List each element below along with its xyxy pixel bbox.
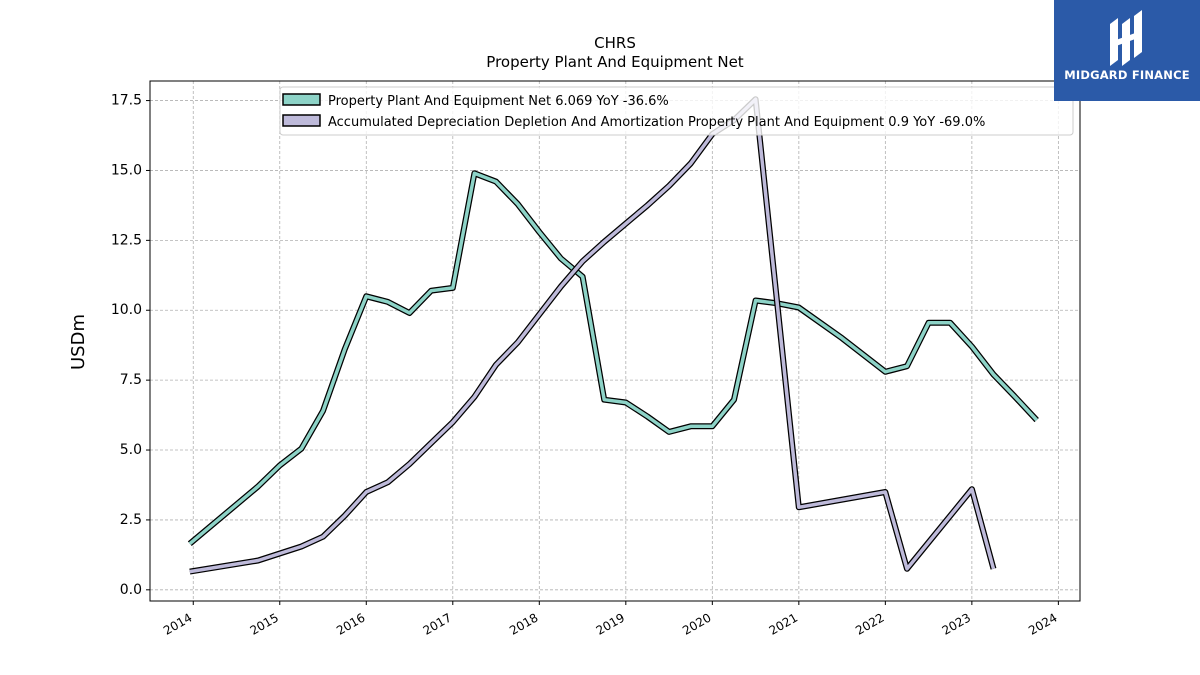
y-tick-label: 15.0	[111, 162, 142, 178]
legend-swatch-accumulated-depreciation	[282, 114, 321, 127]
x-tick-label: 2021	[767, 611, 800, 638]
y-tick-label: 5.0	[120, 442, 142, 458]
y-tick-label: 2.5	[120, 512, 142, 528]
midgard-finance-logo: MIDGARD FINANCE	[1054, 0, 1200, 101]
series-layer	[187, 96, 1039, 575]
series-line	[188, 171, 1038, 546]
legend-label-ppe: Property Plant And Equipment Net 6.069 Y…	[328, 94, 669, 109]
x-tick-label: 2018	[507, 611, 540, 638]
legend-label-accumulated-depreciation: Accumulated Depreciation Depletion And A…	[328, 115, 985, 130]
x-tick-label: 2017	[421, 611, 454, 638]
series-line	[189, 97, 996, 574]
y-tick-label: 12.5	[111, 232, 142, 248]
x-tick-label: 2014	[161, 611, 194, 638]
y-tick-label: 10.0	[111, 302, 142, 318]
y-tick-label: 0.0	[120, 582, 142, 598]
x-tick-label: 2023	[940, 611, 973, 638]
legend-swatch-ppe	[282, 93, 321, 106]
x-tick-label: 2015	[248, 611, 281, 638]
x-tick-label: 2019	[594, 611, 627, 638]
x-tick-label: 2024	[1026, 611, 1059, 638]
y-tick-label: 7.5	[120, 372, 142, 388]
y-axis-label: USDm	[68, 314, 89, 370]
y-tick-label: 17.5	[111, 93, 142, 109]
x-tick-label: 2020	[680, 611, 713, 638]
legend-box	[279, 86, 1074, 136]
x-tick-label: 2022	[853, 611, 886, 638]
chart-title: CHRS	[594, 34, 636, 52]
logo-mark-icon	[1110, 10, 1142, 66]
plot-frame	[149, 80, 1081, 602]
x-tick-label: 2016	[334, 611, 367, 638]
grid	[150, 81, 1080, 601]
legend: Property Plant And Equipment Net 6.069 Y…	[279, 86, 1074, 136]
chart-subtitle: Property Plant And Equipment Net	[486, 53, 743, 71]
logo-text: MIDGARD FINANCE	[1064, 68, 1190, 82]
